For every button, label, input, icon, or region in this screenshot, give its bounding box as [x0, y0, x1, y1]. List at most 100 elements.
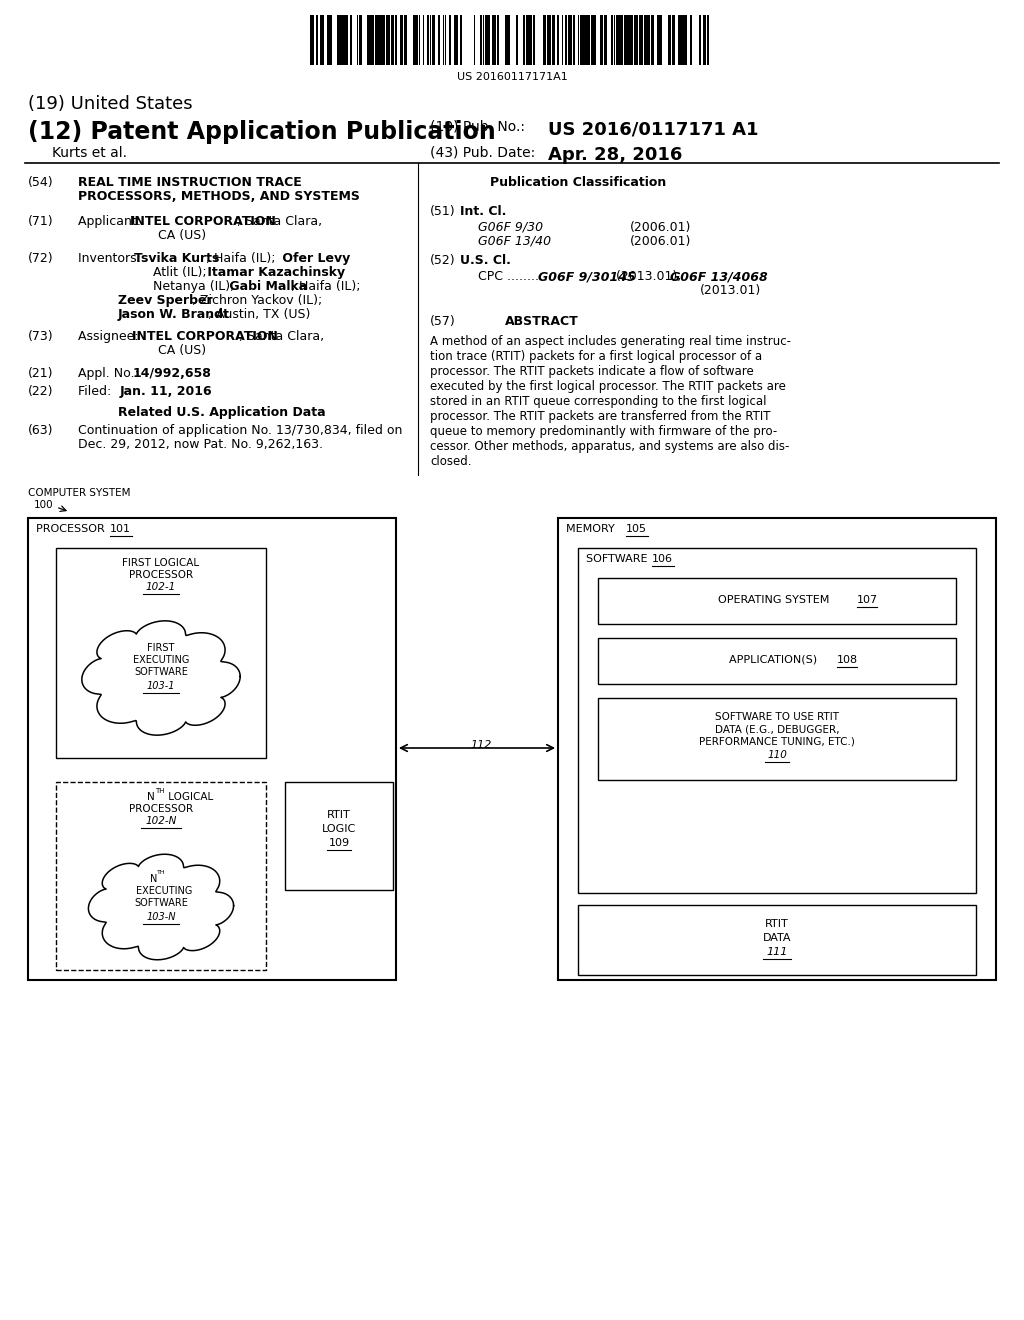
Text: ABSTRACT: ABSTRACT: [505, 315, 579, 327]
Bar: [621, 15, 623, 65]
Bar: [508, 15, 510, 65]
Bar: [639, 15, 642, 65]
Text: PROCESSOR: PROCESSOR: [36, 524, 112, 535]
Text: Filed:: Filed:: [78, 385, 135, 399]
Text: CA (US): CA (US): [158, 345, 206, 356]
Bar: [341, 15, 344, 65]
Bar: [460, 15, 462, 65]
Text: SOFTWARE TO USE RTIT: SOFTWARE TO USE RTIT: [715, 711, 839, 722]
Bar: [505, 15, 507, 65]
Bar: [395, 15, 397, 65]
Bar: [401, 15, 403, 65]
Text: , Austin, TX (US): , Austin, TX (US): [208, 308, 310, 321]
Text: 112: 112: [470, 741, 492, 750]
Bar: [488, 15, 490, 65]
Bar: [344, 15, 346, 65]
Bar: [611, 15, 613, 65]
Bar: [578, 548, 976, 894]
Text: 103-N: 103-N: [146, 912, 176, 921]
Bar: [543, 15, 546, 65]
Bar: [529, 15, 531, 65]
Text: , Haifa (IL);: , Haifa (IL);: [206, 252, 275, 265]
Bar: [378, 15, 380, 65]
Bar: [534, 15, 535, 65]
Text: FIRST: FIRST: [147, 643, 175, 653]
Text: (63): (63): [28, 424, 53, 437]
Text: (19) United States: (19) United States: [28, 95, 193, 114]
Text: Netanya (IL);: Netanya (IL);: [153, 280, 234, 293]
Text: TH: TH: [155, 788, 165, 795]
Bar: [684, 15, 687, 65]
Text: 102-N: 102-N: [145, 816, 177, 826]
Text: RTIT: RTIT: [327, 810, 351, 820]
Text: G06F 9/30145: G06F 9/30145: [538, 271, 636, 282]
Bar: [660, 15, 662, 65]
Text: (10) Pub. No.:: (10) Pub. No.:: [430, 120, 525, 135]
Bar: [565, 15, 567, 65]
Bar: [526, 15, 529, 65]
Bar: [580, 15, 583, 65]
Text: CPC ........: CPC ........: [478, 271, 543, 282]
Bar: [28, 517, 396, 979]
Text: SOFTWARE: SOFTWARE: [586, 554, 654, 564]
Bar: [497, 15, 499, 65]
Text: Publication Classification: Publication Classification: [490, 176, 667, 189]
Text: G06F 9/30: G06F 9/30: [478, 220, 543, 234]
Text: LOGICAL: LOGICAL: [165, 792, 213, 803]
Text: (52): (52): [430, 253, 456, 267]
Bar: [350, 15, 352, 65]
Bar: [678, 15, 680, 65]
Text: PROCESSOR: PROCESSOR: [129, 804, 194, 814]
Text: , Zichron Yackov (IL);: , Zichron Yackov (IL);: [193, 294, 323, 308]
Bar: [586, 15, 589, 65]
Text: 101: 101: [110, 524, 131, 535]
Bar: [56, 781, 266, 970]
Text: A method of an aspect includes generating real time instruc-
tion trace (RTIT) p: A method of an aspect includes generatin…: [430, 335, 791, 469]
Text: APPLICATION(S): APPLICATION(S): [729, 655, 824, 665]
Bar: [367, 15, 369, 65]
Bar: [449, 15, 451, 65]
Text: 14/992,658: 14/992,658: [133, 367, 212, 380]
Bar: [604, 15, 607, 65]
Text: 107: 107: [857, 595, 879, 605]
Text: N: N: [150, 874, 157, 884]
Bar: [438, 15, 440, 65]
Text: DATA (E.G., DEBUGGER,: DATA (E.G., DEBUGGER,: [715, 723, 840, 734]
Bar: [557, 15, 559, 65]
Text: G06F 13/40: G06F 13/40: [478, 235, 551, 248]
Text: G06F 13/4068: G06F 13/4068: [670, 271, 768, 282]
Text: (57): (57): [430, 315, 456, 327]
Bar: [672, 15, 675, 65]
Text: 106: 106: [652, 554, 673, 564]
Bar: [330, 15, 332, 65]
Text: Tsvika Kurts: Tsvika Kurts: [134, 252, 219, 265]
Text: (54): (54): [28, 176, 53, 189]
Text: (71): (71): [28, 215, 53, 228]
Bar: [703, 15, 705, 65]
Bar: [682, 15, 684, 65]
Text: MEMORY: MEMORY: [566, 524, 622, 535]
Bar: [480, 15, 482, 65]
Bar: [648, 15, 650, 65]
Text: 102-1: 102-1: [145, 582, 176, 591]
Text: PERFORMANCE TUNING, ETC.): PERFORMANCE TUNING, ETC.): [699, 737, 855, 746]
Bar: [516, 15, 518, 65]
Bar: [627, 15, 630, 65]
Text: Appl. No.:: Appl. No.:: [78, 367, 142, 380]
Bar: [680, 15, 682, 65]
Bar: [568, 15, 571, 65]
Bar: [369, 15, 371, 65]
Bar: [327, 15, 330, 65]
Text: DATA: DATA: [763, 933, 792, 942]
Text: , Santa Clara,: , Santa Clara,: [237, 215, 323, 228]
Bar: [598, 578, 956, 624]
Bar: [547, 15, 549, 65]
Bar: [391, 15, 394, 65]
Text: US 20160117171A1: US 20160117171A1: [457, 73, 567, 82]
Bar: [492, 15, 495, 65]
Bar: [593, 15, 596, 65]
Bar: [625, 15, 627, 65]
Text: EXECUTING: EXECUTING: [133, 655, 189, 665]
Text: Continuation of application No. 13/730,834, filed on: Continuation of application No. 13/730,8…: [78, 424, 402, 437]
Text: 110: 110: [767, 750, 786, 760]
